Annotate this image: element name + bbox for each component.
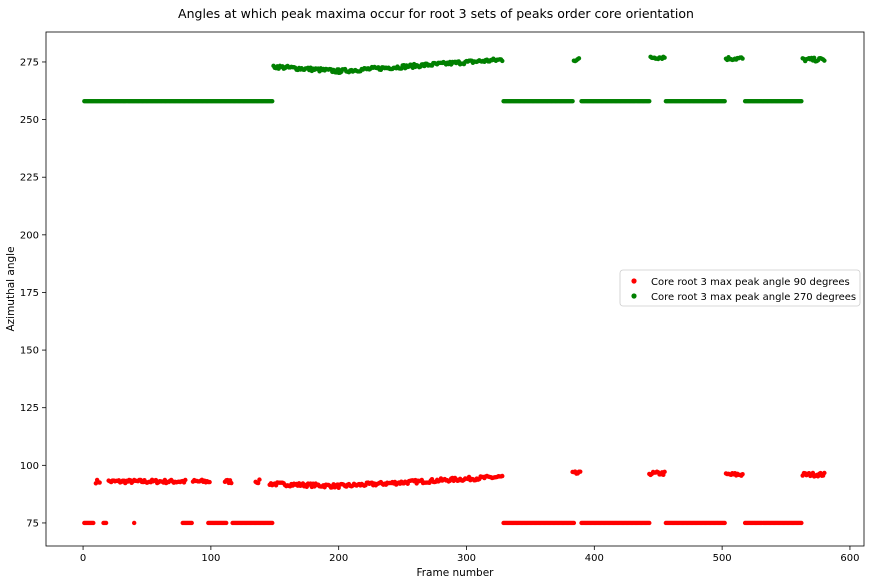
y-tick-label: 100 — [20, 461, 39, 472]
data-point-90 — [97, 480, 102, 485]
y-tick-label: 75 — [26, 518, 39, 529]
data-point-270 — [822, 58, 827, 63]
data-point-90 — [810, 470, 816, 476]
data-point-270 — [647, 98, 652, 104]
data-point-90 — [131, 520, 137, 526]
data-point-90 — [224, 520, 229, 526]
data-point-90 — [571, 520, 577, 526]
data-point-270 — [722, 98, 727, 104]
y-tick-label: 175 — [20, 288, 39, 299]
data-point-90 — [270, 520, 275, 526]
x-tick-label: 200 — [329, 553, 348, 564]
chart-title: Angles at which peak maxima occur for ro… — [178, 6, 694, 21]
x-tick-label: 100 — [201, 553, 220, 564]
x-tick-label: 500 — [713, 553, 732, 564]
legend-marker-red — [631, 278, 637, 284]
legend-box — [619, 269, 861, 307]
legend-marker-green — [631, 293, 637, 299]
x-tick-label: 300 — [457, 553, 476, 564]
y-axis-label: Azimuthal angle — [5, 246, 17, 331]
data-point-270 — [576, 56, 582, 61]
data-point-270 — [811, 55, 817, 61]
plot-frame — [45, 31, 865, 547]
legend: Core root 3 max peak angle 90 degrees Co… — [619, 269, 861, 307]
data-point-90 — [662, 469, 667, 475]
y-tick-label: 125 — [20, 403, 39, 414]
y-tick-label: 250 — [20, 115, 39, 126]
data-point-90 — [647, 520, 652, 526]
x-tick-label: 400 — [585, 553, 604, 564]
data-point-90 — [722, 520, 727, 526]
y-tick-label: 200 — [20, 230, 39, 241]
data-point-90 — [189, 520, 194, 526]
data-point-90 — [500, 473, 505, 479]
data-point-90 — [91, 520, 96, 526]
data-point-90 — [740, 472, 745, 477]
data-point-90 — [183, 477, 188, 483]
y-tick-label: 275 — [20, 57, 39, 68]
x-tick-label: 600 — [840, 553, 859, 564]
data-point-90 — [822, 470, 827, 476]
data-point-270 — [662, 55, 667, 60]
data-point-270 — [570, 98, 575, 104]
data-point-90 — [257, 477, 262, 482]
data-point-90 — [578, 469, 583, 474]
data-point-90 — [799, 520, 804, 526]
data-point-90 — [255, 480, 261, 486]
x-axis-label: Frame number — [416, 567, 494, 579]
data-point-270 — [270, 98, 275, 104]
points-layer — [82, 54, 827, 526]
legend-label-270: Core root 3 max peak angle 270 degrees — [651, 292, 856, 303]
x-tick-label: 0 — [80, 553, 86, 564]
ticks-layer: 0 100 200 300 400 500 600 75 100 125 150 175 200 225 2… — [20, 57, 860, 564]
y-tick-label: 225 — [20, 173, 39, 184]
data-point-90 — [207, 479, 212, 485]
data-point-90 — [229, 480, 234, 486]
data-point-270 — [740, 56, 745, 61]
data-point-90 — [103, 520, 109, 526]
y-tick-label: 150 — [20, 346, 39, 357]
data-point-270 — [799, 98, 804, 104]
legend-label-90: Core root 3 max peak angle 90 degrees — [651, 277, 850, 288]
data-point-270 — [500, 58, 505, 64]
